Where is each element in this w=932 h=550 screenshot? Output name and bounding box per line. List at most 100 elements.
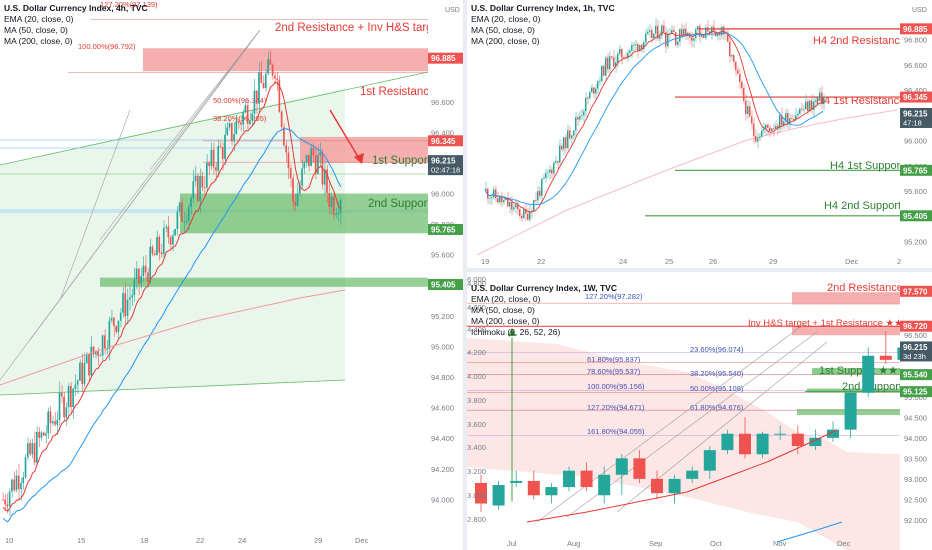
- chart-canvas-4h[interactable]: 2nd Resistance + Inv H&S target 1st Resis…: [0, 0, 463, 550]
- candle-body: [305, 155, 308, 163]
- candle-body: [499, 195, 501, 203]
- candle-body: [567, 130, 569, 149]
- candle-body: [511, 202, 513, 210]
- candle-body: [33, 443, 36, 463]
- indicator-ma200[interactable]: MA (200, close, 0): [471, 316, 540, 326]
- price-tag-bg: [428, 155, 463, 176]
- candle-body: [739, 73, 741, 83]
- candle-body: [583, 111, 585, 116]
- candle-body: [571, 135, 573, 139]
- zone-label: 1st Resistance: [360, 86, 435, 98]
- panel-divider-vertical[interactable]: [463, 0, 467, 550]
- ema-20-line: [526, 429, 838, 523]
- candle-body: [287, 152, 290, 169]
- candle-body: [551, 169, 553, 174]
- x-tick-label: Oct: [710, 539, 723, 548]
- fib-label: 50.00%(96.344): [213, 96, 267, 105]
- candle-body: [781, 115, 783, 125]
- candle-body: [651, 478, 663, 494]
- candle-body: [226, 127, 229, 135]
- candle-body: [643, 42, 645, 50]
- candle-body: [228, 123, 231, 128]
- candle-body: [90, 346, 93, 376]
- candle-body: [789, 118, 791, 125]
- candle-body: [569, 130, 571, 139]
- chart-panel-1w[interactable]: U.S. Dollar Currency Index, 1W, TVC EMA …: [467, 272, 932, 550]
- indicator-ma50[interactable]: MA (50, close, 0): [471, 25, 535, 35]
- candle-body: [56, 419, 59, 425]
- fib-label: 127.20%(94.671): [587, 403, 645, 412]
- candle-body: [519, 209, 521, 216]
- indicator-ema[interactable]: EMA (20, close, 0): [471, 14, 541, 24]
- candle-body: [756, 433, 769, 455]
- candle-body: [686, 470, 699, 479]
- candle-body: [527, 480, 540, 496]
- chart-panel-1h[interactable]: U.S. Dollar Currency Index, 1h, TVC EMA …: [467, 0, 932, 268]
- x-tick-label: 10: [5, 536, 13, 545]
- candle-body: [319, 152, 321, 156]
- level-label: H4 2nd Support: [824, 200, 901, 212]
- candle-body: [181, 202, 183, 222]
- candle-body: [264, 73, 267, 89]
- candle-body: [793, 119, 795, 121]
- indicator-ema[interactable]: EMA (20, close, 0): [471, 294, 541, 304]
- indicator-ma50[interactable]: MA (50, close, 0): [471, 305, 535, 315]
- candle-body: [210, 149, 213, 166]
- legend-1h: U.S. Dollar Currency Index, 1h, TVC EMA …: [471, 3, 615, 47]
- candle-body: [585, 97, 587, 112]
- y-tick-label: 96.500: [904, 331, 927, 340]
- candle-body: [605, 57, 607, 76]
- candle-body: [651, 30, 653, 38]
- fib-label: 23.60%(96.074): [690, 345, 744, 354]
- chart-canvas-1w[interactable]: 127.20%(97.282) 23.60%(96.074) 61.80%(95.8…: [467, 272, 932, 550]
- candle-body: [693, 38, 695, 41]
- candle-body: [13, 479, 15, 491]
- candle-body: [510, 480, 523, 483]
- candle-body: [879, 355, 892, 360]
- candle-body: [187, 206, 190, 222]
- price-tag-label: 95.540: [903, 371, 928, 380]
- indicator-ema[interactable]: EMA (20, close, 0): [4, 14, 74, 24]
- y-tick-label: 94.600: [431, 404, 454, 413]
- candle-body: [668, 478, 681, 494]
- candle-body: [691, 37, 693, 41]
- chart-panel-4h[interactable]: U.S. Dollar Currency Index, 4h, TVC EMA …: [0, 0, 463, 550]
- candle-body: [595, 88, 597, 94]
- candle-body: [17, 475, 20, 490]
- trend-fan-line: [29, 29, 261, 341]
- y-tick-label: 94.200: [431, 465, 454, 474]
- candle-body: [8, 491, 11, 507]
- ma-50-line: [2, 128, 342, 523]
- chart-canvas-1h[interactable]: H4 2nd Resistance H4 1st Resistance H4 1st…: [467, 0, 932, 268]
- candle-body: [795, 115, 797, 121]
- panel-divider-horizontal[interactable]: [467, 268, 932, 272]
- candle-body: [603, 66, 605, 76]
- candle-body: [113, 317, 115, 327]
- candle-body: [549, 169, 551, 173]
- candle-body: [244, 105, 247, 113]
- candle-body: [598, 474, 611, 496]
- candle-body: [167, 226, 170, 238]
- candle-body: [215, 167, 217, 171]
- candle-body: [274, 75, 276, 79]
- indicator-ma200[interactable]: MA (200, close, 0): [471, 36, 540, 46]
- candle-body: [767, 124, 769, 128]
- candle-body: [753, 123, 755, 137]
- y-tick-label: 94.000: [904, 434, 927, 443]
- candle-body: [108, 320, 111, 349]
- indicator-ichimoku[interactable]: Ichimoku (9, 26, 52, 26): [471, 327, 561, 337]
- candle-body: [262, 82, 265, 89]
- price-tag-label: 95.405: [431, 281, 456, 290]
- indicator-ma200[interactable]: MA (200, close, 0): [4, 36, 73, 46]
- candle-body: [671, 30, 673, 34]
- indicator-ma50[interactable]: MA (50, close, 0): [4, 25, 68, 35]
- candle-body: [140, 275, 142, 284]
- candle-body: [219, 146, 222, 147]
- candle-body: [695, 29, 697, 39]
- x-tick-label: 15: [77, 536, 85, 545]
- candle-body: [745, 100, 747, 115]
- zone-sup: [807, 388, 900, 393]
- candle-body: [491, 197, 493, 199]
- candle-body: [775, 125, 777, 129]
- candle-body: [811, 100, 813, 110]
